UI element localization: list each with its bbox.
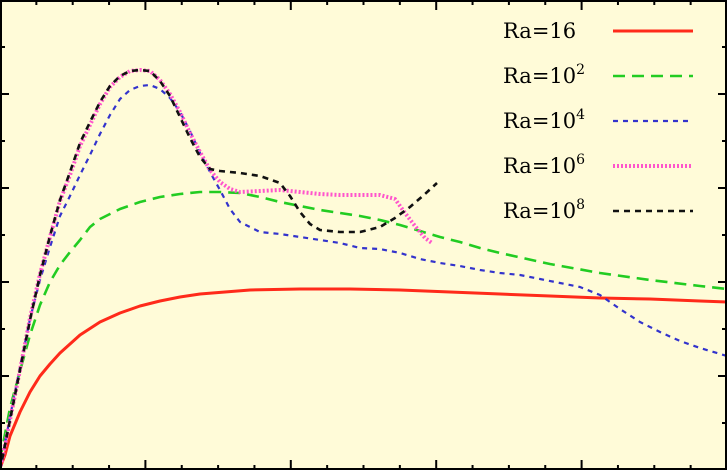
series-line-4 <box>0 68 434 470</box>
series-line-1 <box>0 287 727 469</box>
legend-label-sup: 2 <box>576 62 585 78</box>
series-line-2 <box>0 190 727 461</box>
legend-label-sup: 6 <box>576 152 585 168</box>
legend-label-sup: 8 <box>576 197 585 213</box>
legend-label-base: Ra=10 <box>503 199 576 223</box>
legend-label-sup: 4 <box>576 107 585 123</box>
legend-label-base: Ra=10 <box>503 64 576 88</box>
series-layer <box>0 68 727 470</box>
legend-label-base: Ra=16 <box>503 19 576 43</box>
series-line-5 <box>0 68 438 470</box>
legend-label-1: Ra=16 <box>503 19 576 43</box>
legend-label-2: Ra=102 <box>503 62 585 88</box>
series-line-3 <box>0 83 727 470</box>
legend-label-base: Ra=10 <box>503 154 576 178</box>
legend-label-5: Ra=108 <box>503 197 585 223</box>
legend-label-3: Ra=104 <box>503 107 585 133</box>
legend-label-4: Ra=106 <box>503 152 585 178</box>
legend-label-base: Ra=10 <box>503 109 576 133</box>
